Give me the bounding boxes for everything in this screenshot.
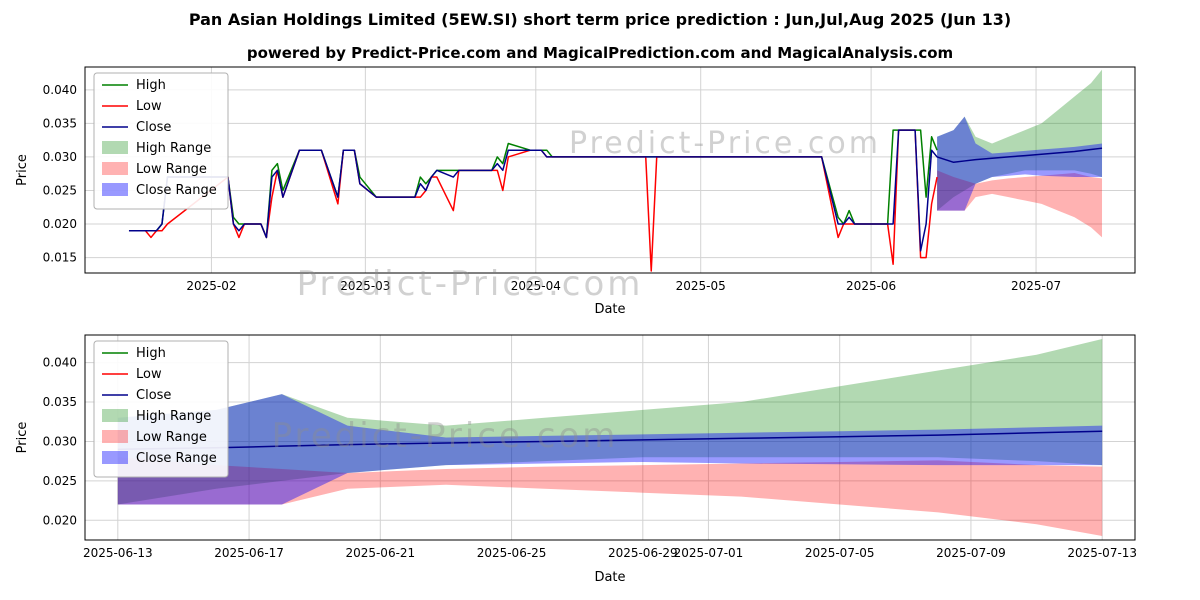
x-tick-label: 2025-06-21	[345, 546, 415, 560]
x-tick-label: 2025-07-01	[674, 546, 744, 560]
legend-label: Low	[136, 99, 162, 114]
grid	[85, 335, 1135, 540]
legend: High Low Close High Range Low Range Close Ran…	[93, 340, 229, 478]
low-range-area	[937, 170, 1103, 238]
legend-label: High	[136, 78, 166, 93]
y-tick-label: 0.040	[43, 356, 77, 370]
close-range-area	[937, 116, 1103, 211]
legend: High Low Close High Range Low Range Close Ran…	[93, 72, 229, 210]
x-tick-label: 2025-07-09	[936, 546, 1006, 560]
y-axis-label: Price	[15, 422, 30, 454]
x-tick-label: 2025-02	[186, 279, 236, 293]
y-tick-label: 0.035	[43, 395, 77, 409]
legend-label: Low	[136, 367, 162, 382]
y-tick-label: 0.025	[43, 183, 77, 197]
plot-border	[84, 66, 1136, 274]
prediction-zoom-chart: 0.020 0.025 0.030 0.035 0.040 2025-06-13 2025-…	[15, 334, 1137, 585]
low-range-legend-swatch	[102, 430, 128, 443]
x-tick-label: 2025-05	[676, 279, 726, 293]
high-range-area	[937, 69, 1103, 211]
x-tick-label: 2025-07-05	[805, 546, 875, 560]
x-tick-label: 2025-06	[846, 279, 896, 293]
x-tick-label: 2025-04	[511, 279, 561, 293]
y-tick-label: 0.020	[43, 217, 77, 231]
low-range-area	[117, 457, 1103, 537]
plot-border	[84, 334, 1136, 541]
y-tick-label: 0.035	[43, 116, 77, 130]
legend-label: High	[136, 346, 166, 361]
legend-box	[93, 72, 229, 210]
y-axis-label: Price	[15, 154, 30, 186]
high-range-area	[117, 338, 1103, 505]
x-axis-label: Date	[594, 570, 625, 585]
x-axis-label: Date	[594, 302, 625, 317]
watermark-text: Predict-Price.com	[569, 126, 881, 161]
x-tick-label: 2025-06-13	[83, 546, 153, 560]
low-range-legend-swatch	[102, 162, 128, 175]
high-range-legend-swatch	[102, 141, 128, 154]
legend-label: Close	[136, 388, 171, 403]
x-tick-label: 2025-07	[1011, 279, 1061, 293]
x-tick-label: 2025-06-25	[477, 546, 547, 560]
legend-box	[93, 340, 229, 478]
legend-label: Close Range	[136, 451, 217, 466]
close-range-legend-swatch	[102, 451, 128, 464]
x-tick-label: 2025-06-17	[214, 546, 284, 560]
x-tick-label: 2025-06-29	[608, 546, 678, 560]
x-tick-label: 2025-07-13	[1067, 546, 1137, 560]
y-tick-label: 0.030	[43, 150, 77, 164]
low-line	[128, 129, 938, 272]
legend-label: Close Range	[136, 183, 217, 198]
y-tick-label: 0.030	[43, 434, 77, 448]
legend-label: Close	[136, 120, 171, 135]
x-tick-label: 2025-03	[340, 279, 390, 293]
close-line	[128, 129, 1103, 252]
close-range-area	[117, 394, 1103, 505]
close-line	[117, 430, 1103, 451]
legend-label: Low Range	[136, 430, 207, 445]
y-tick-label: 0.015	[43, 251, 77, 265]
historical-price-chart: 0.015 0.020 0.025 0.030 0.035 0.040 2025-02 202…	[15, 66, 1136, 317]
legend-label: High Range	[136, 409, 211, 424]
legend-label: Low Range	[136, 162, 207, 177]
watermark-text: Predict-Price.com	[272, 416, 619, 456]
y-tick-label: 0.020	[43, 513, 77, 527]
y-tick-label: 0.025	[43, 474, 77, 488]
y-tick-label: 0.040	[43, 83, 77, 97]
chart-title: Pan Asian Holdings Limited (5EW.SI) shor…	[188, 10, 1012, 29]
watermark-text: Predict-Price.com	[297, 264, 644, 304]
close-range-legend-swatch	[102, 183, 128, 196]
legend-label: High Range	[136, 141, 211, 156]
high-range-legend-swatch	[102, 409, 128, 422]
chart-subtitle: powered by Predict-Price.com and Magical…	[246, 44, 954, 62]
